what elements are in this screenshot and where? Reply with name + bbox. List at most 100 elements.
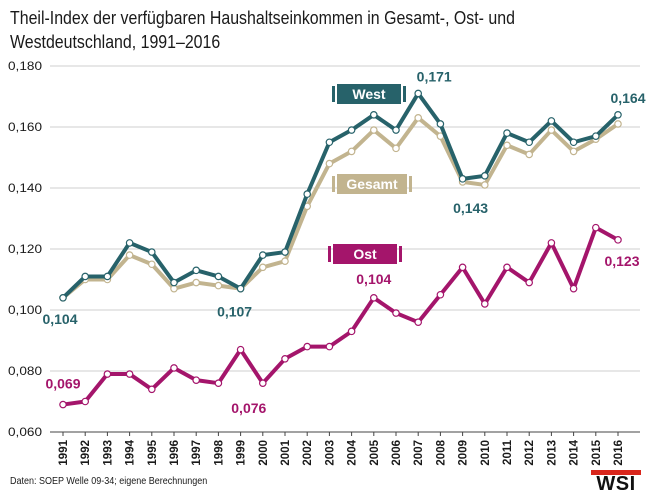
gesamt-point <box>170 284 178 293</box>
ost-point <box>148 385 156 394</box>
ost-point <box>192 376 201 384</box>
data-annotation: 0,123 <box>604 253 639 269</box>
gridlines <box>50 65 640 433</box>
ost-point <box>103 370 112 378</box>
legend-tag-mark <box>403 86 406 102</box>
x-tick-label: 1991 <box>58 439 70 465</box>
series-lines <box>59 89 622 409</box>
data-annotation: 0,104 <box>356 271 391 287</box>
y-axis-ticks: 0,060 0,080 0,100 0,120 0,140 0,160 0,180 <box>8 59 42 439</box>
y-tick-label: 0,140 <box>8 181 42 195</box>
data-annotation: 0,107 <box>217 304 252 320</box>
west-point <box>369 111 378 119</box>
legend-tag-label: West <box>352 86 386 102</box>
gesamt-point <box>547 126 556 134</box>
x-tick-label: 2009 <box>458 440 470 466</box>
x-tick-label: 2006 <box>391 440 403 466</box>
west-point <box>236 284 245 293</box>
y-tick-label: 0,080 <box>8 364 42 378</box>
x-tick-label: 2007 <box>413 440 425 466</box>
west-point <box>125 239 134 247</box>
west-point <box>59 293 67 302</box>
gesamt-point <box>392 144 400 153</box>
ost-point <box>414 318 423 327</box>
gesamt-point <box>414 114 423 122</box>
legend-tag-mark <box>332 176 335 192</box>
x-tick-label: 2000 <box>258 440 270 466</box>
legend-tag-gesamt <box>337 174 407 194</box>
legend-tag-ost <box>333 244 397 264</box>
ost-point <box>170 364 178 372</box>
y-tick-label: 0,100 <box>8 303 42 317</box>
gesamt-point <box>325 159 334 168</box>
gesamt-point <box>281 257 289 266</box>
x-axis-ticks: 1991 1992 1993 1994 1995 1996 1997 1998 1999 2000… <box>58 432 625 466</box>
logo-text: WSI <box>596 473 636 495</box>
gesamt-point <box>347 147 356 156</box>
gesamt-line <box>61 115 620 300</box>
gesamt-point <box>503 141 511 150</box>
data-annotation: 0,143 <box>453 200 488 216</box>
legend-tag-label: Gesamt <box>346 176 398 192</box>
data-annotation: 0,104 <box>42 311 77 327</box>
west-point <box>170 278 178 287</box>
west-point <box>525 138 534 147</box>
legend-tag-label: Ost <box>353 246 377 262</box>
y-tick-label: 0,120 <box>8 242 42 256</box>
legend-tag-mark <box>332 86 335 102</box>
x-tick-label: 2004 <box>347 439 359 465</box>
chart-title: Theil-Index der verfügbaren Haushaltsein… <box>10 7 515 52</box>
ost-point <box>480 300 489 308</box>
west-point <box>614 111 622 119</box>
west-point <box>503 129 511 137</box>
source-note: Daten: SOEP Welle 09-34; eigene Berechnu… <box>10 476 208 487</box>
x-tick-label: 2011 <box>502 439 514 465</box>
ost-point <box>458 263 467 272</box>
x-tick-label: 2003 <box>324 440 336 466</box>
ost-point <box>59 400 67 409</box>
x-tick-label: 2001 <box>280 439 292 465</box>
gesamt-point <box>369 126 378 134</box>
ost-point <box>214 379 223 388</box>
west-line <box>61 91 620 300</box>
west-point <box>414 89 423 98</box>
west-point <box>436 120 445 128</box>
ost-point <box>281 354 289 363</box>
x-tick-label: 2010 <box>480 440 492 466</box>
west-point <box>281 248 289 256</box>
west-point <box>258 251 267 259</box>
gesamt-point <box>614 120 622 128</box>
x-tick-label: 1992 <box>80 440 92 466</box>
x-tick-label: 2012 <box>524 440 536 466</box>
ost-point <box>236 345 245 354</box>
x-tick-label: 2008 <box>435 439 447 465</box>
west-point <box>303 190 312 198</box>
ost-point <box>369 293 378 302</box>
ost-point <box>81 397 90 406</box>
west-point <box>81 272 90 281</box>
west-point <box>148 248 156 256</box>
data-annotation: 0,076 <box>231 400 266 416</box>
gesamt-point <box>569 147 578 156</box>
west-point <box>347 126 356 134</box>
legend-tag-mark <box>328 246 331 262</box>
legend-tag-west <box>337 84 401 104</box>
legend-tags: West Gesamt Ost <box>328 84 412 264</box>
gesamt-point <box>214 281 223 290</box>
gesamt-point <box>148 260 156 269</box>
gesamt-point <box>525 150 534 159</box>
y-tick-label: 0,180 <box>8 59 42 73</box>
west-point <box>591 132 600 140</box>
west-point <box>547 117 556 125</box>
legend-tag-mark <box>409 176 412 192</box>
west-point <box>214 272 223 281</box>
y-tick-label: 0,060 <box>8 425 42 439</box>
x-tick-label: 1996 <box>169 440 181 466</box>
ost-point <box>591 223 600 232</box>
west-point <box>325 138 334 147</box>
x-tick-label: 1994 <box>125 439 137 465</box>
ost-point <box>547 239 556 247</box>
ost-point <box>125 370 134 378</box>
ost-point <box>325 342 334 351</box>
